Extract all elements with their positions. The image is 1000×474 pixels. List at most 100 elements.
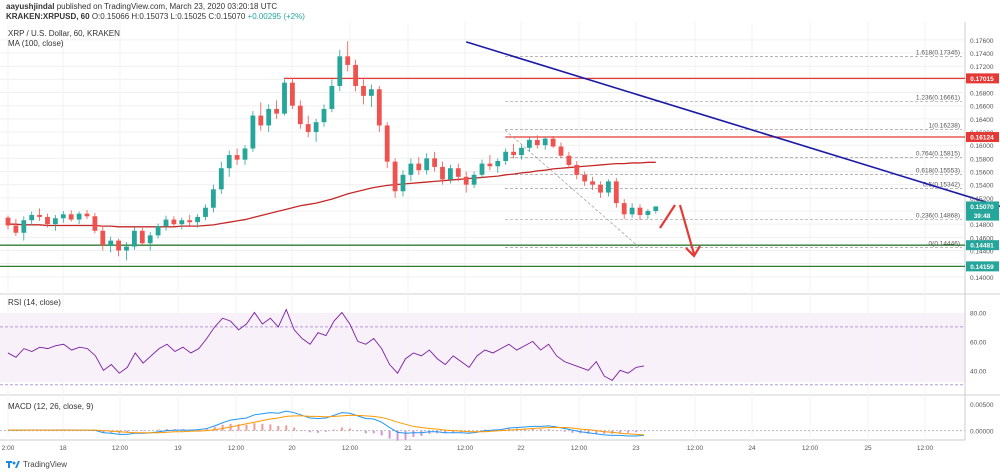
- candle-body: [100, 230, 106, 246]
- ma-100-line: [8, 161, 656, 228]
- candle-body: [60, 214, 66, 219]
- time-tick-label: 12:00: [802, 445, 819, 452]
- time-tick-label: 21: [404, 445, 412, 452]
- candle-body: [471, 174, 477, 185]
- candle-body: [147, 235, 153, 244]
- candle-body: [432, 158, 437, 167]
- footer: TradingView: [6, 460, 67, 469]
- macd-tick-label: 0.00500: [970, 402, 994, 409]
- candle-body: [424, 158, 430, 171]
- price-tick-label: 0.14000: [970, 275, 994, 282]
- time-tick-label: 19: [174, 445, 182, 452]
- candle-body: [487, 163, 493, 167]
- candle-body: [108, 240, 114, 246]
- trendline[interactable]: [465, 41, 1000, 213]
- price-tick-label: 0.16800: [970, 91, 994, 98]
- macd-tick-label: 0.00000: [970, 429, 994, 436]
- candle-body: [171, 219, 177, 225]
- horizontal-levels: [0, 77, 965, 268]
- candle-body: [218, 168, 224, 190]
- candle-body: [84, 213, 90, 217]
- candle-body: [582, 174, 588, 182]
- candle-body: [92, 216, 98, 231]
- candle-body: [163, 219, 169, 227]
- candle-body: [463, 176, 469, 185]
- time-axis[interactable]: 2:00 18 12:00 19 12:00 20 12:00 21 12:00 22 12:00 2…: [2, 445, 934, 452]
- candle-body: [37, 214, 42, 217]
- price-tick-label: 0.17200: [970, 64, 994, 71]
- price-label-text: 0.16124: [970, 135, 994, 142]
- rsi-legend: RSI (14, close): [8, 298, 61, 307]
- tradingview-brand[interactable]: TradingView: [23, 460, 68, 469]
- fib-level-label: 1.236(0.16661): [916, 95, 960, 102]
- rsi-pane[interactable]: 80.00 60.00 40.00: [0, 308, 987, 386]
- candle-body: [226, 155, 232, 169]
- symbol-label: KRAKEN:XRPUSD, 60: [6, 12, 90, 21]
- candle-body: [558, 146, 564, 156]
- macd-pane[interactable]: 0.00500 0.00000: [0, 402, 994, 441]
- candle-body: [645, 211, 651, 215]
- candle-body: [598, 184, 603, 193]
- price-label-tag: [966, 240, 999, 251]
- candle-body: [124, 246, 129, 251]
- chart-header: aayushjindal published on TradingView.co…: [0, 0, 1000, 22]
- price-tick-label: 0.14600: [970, 235, 994, 242]
- fib-level-label: 0.236(0.14868): [916, 213, 960, 220]
- time-tick-label: 12:00: [228, 445, 245, 452]
- candle-body: [203, 207, 208, 217]
- candle-body: [455, 168, 461, 177]
- bearish-trendline: [465, 41, 1000, 208]
- ohlc-values: O:0.15066 H:0.15073 L:0.15025 C:0.15070: [91, 12, 246, 21]
- candle-body: [392, 161, 398, 192]
- author-name[interactable]: aayushjindal: [6, 2, 55, 11]
- candle-body: [45, 216, 50, 225]
- price-label-tag: [966, 210, 999, 221]
- candle-body: [637, 207, 643, 215]
- candle-body: [550, 138, 556, 147]
- candle-body: [353, 64, 358, 86]
- price-pane[interactable]: [0, 22, 965, 292]
- candle-body: [416, 163, 422, 171]
- time-tick-label: 12:00: [112, 445, 129, 452]
- candle-body: [376, 89, 382, 126]
- grid: [0, 22, 965, 440]
- candle-body: [297, 105, 303, 125]
- candle-body: [613, 181, 619, 204]
- fibonacci-levels: 1.618(0.17345) 1.236(0.16661) 1(0.16238) 0.…: [504, 50, 962, 249]
- candle-body: [53, 218, 58, 225]
- price-axis[interactable]: 0.176000.174000.172000.170000.168000.166…: [966, 38, 999, 282]
- price-label-tag: [966, 73, 999, 84]
- signal-line: [8, 414, 645, 436]
- rsi-tick-label: 60.00: [970, 339, 987, 346]
- price-label-text: 0.14481: [970, 243, 994, 250]
- candle-body: [653, 206, 659, 212]
- candle-body: [195, 216, 200, 223]
- candle-body: [345, 56, 351, 65]
- price-label-text: 0.17015: [970, 76, 994, 83]
- candle-body: [305, 124, 311, 133]
- rsi-tick-label: 40.00: [970, 368, 987, 375]
- macd-line: [7, 410, 645, 437]
- candle-body: [242, 148, 248, 160]
- time-tick-label: 12:00: [917, 445, 934, 452]
- candle-body: [211, 189, 216, 208]
- time-tick-label: 12:00: [457, 445, 474, 452]
- candle-body: [519, 147, 524, 156]
- fib-level-label: 0(0.14446): [929, 240, 960, 247]
- time-tick-label: 24: [748, 445, 756, 452]
- candle-body: [629, 207, 635, 215]
- price-label-tag: [966, 132, 999, 143]
- candle-body: [68, 214, 74, 220]
- candle-body: [408, 163, 414, 175]
- candle-body: [179, 220, 185, 225]
- candle-body: [566, 155, 572, 165]
- time-tick-label: 2:00: [2, 445, 15, 452]
- candle-body: [282, 82, 287, 114]
- candle-body: [440, 166, 445, 180]
- pair-legend: XRP / U.S. Dollar, 60, KRAKEN: [8, 29, 120, 38]
- rsi-band: [0, 313, 965, 382]
- moving-average: [8, 161, 656, 228]
- candle-body: [400, 174, 406, 192]
- price-tick-label: 0.15200: [970, 196, 994, 203]
